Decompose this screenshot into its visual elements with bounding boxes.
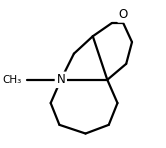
Text: N: N [56, 73, 65, 86]
Text: CH₃: CH₃ [2, 75, 22, 85]
Text: O: O [119, 8, 128, 21]
